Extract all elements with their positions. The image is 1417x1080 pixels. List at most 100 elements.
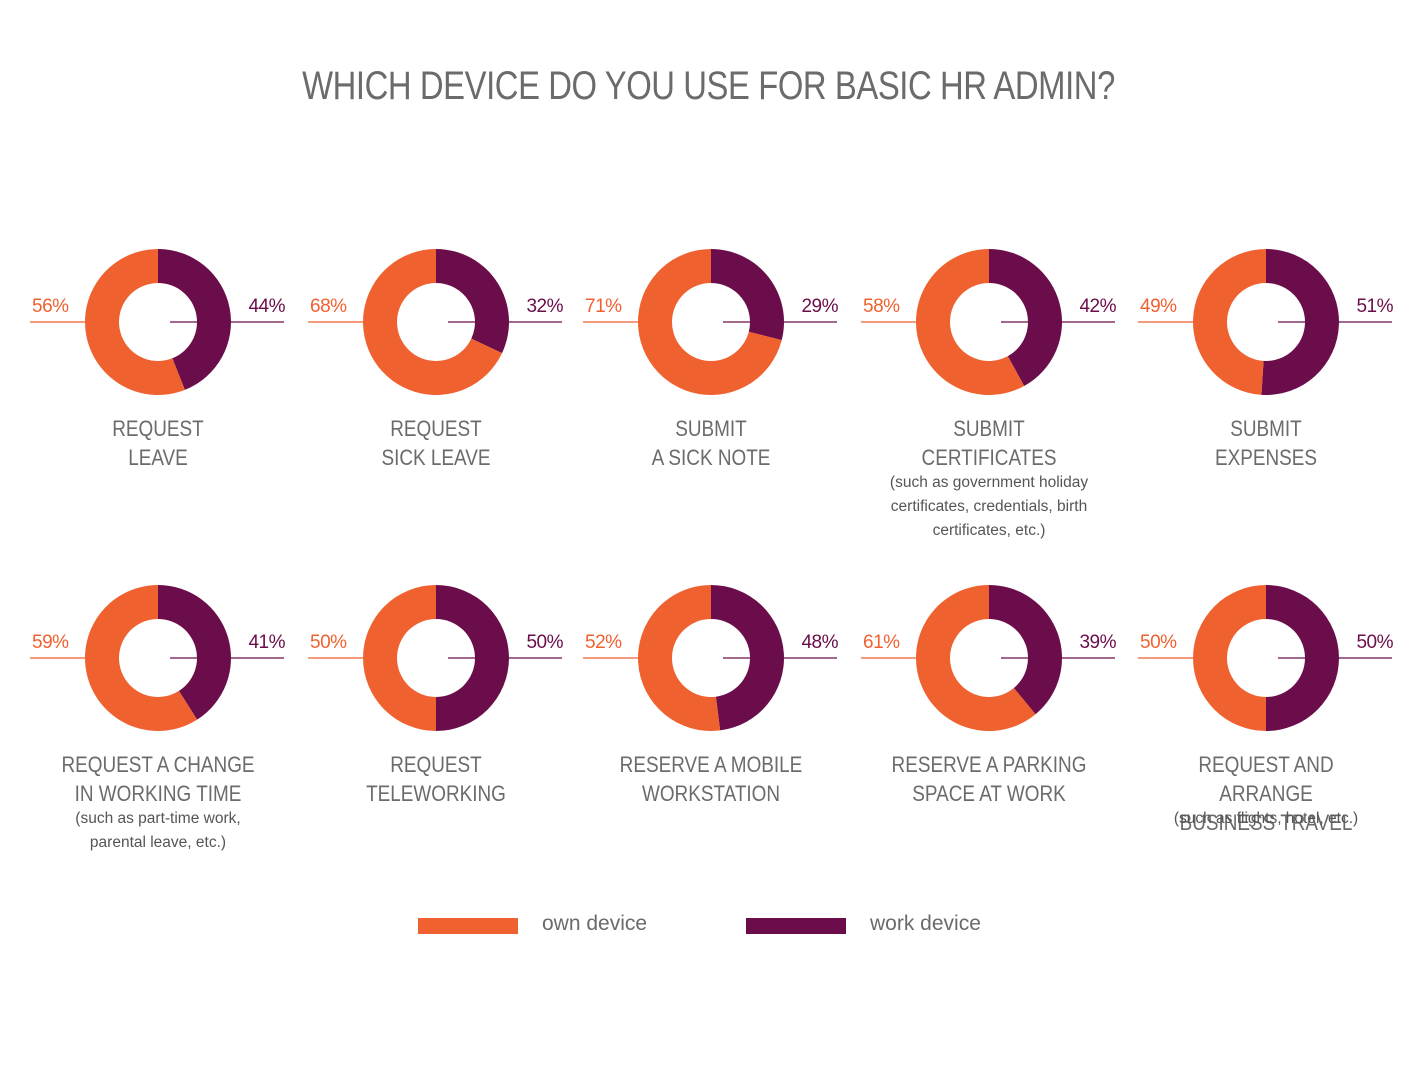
donut-svg xyxy=(308,249,562,395)
legend: own device work device xyxy=(0,912,1417,942)
chart-label-line: SPACE AT WORK xyxy=(912,781,1066,806)
percent-work-device: 50% xyxy=(1356,632,1393,653)
donut-chart-request-leave: 56% 44% REQUEST LEAVE xyxy=(23,242,293,572)
chart-label-line: CERTIFICATES xyxy=(921,445,1057,470)
chart-label-line: REQUEST A CHANGE xyxy=(61,752,255,777)
chart-title: WHICH DEVICE DO YOU USE FOR BASIC HR ADM… xyxy=(302,64,1115,108)
percent-work-device: 51% xyxy=(1356,296,1393,317)
chart-label-line: LEAVE xyxy=(128,445,188,470)
legend-swatch-own-device xyxy=(418,918,518,934)
chart-label-line: REQUEST xyxy=(390,752,482,777)
slice-work-device xyxy=(711,249,784,341)
slice-own-device xyxy=(638,249,782,395)
chart-note-line: (such as part-time work, xyxy=(75,810,241,827)
chart-label: SUBMIT EXPENSES xyxy=(1150,414,1382,472)
chart-label-line: SICK LEAVE xyxy=(381,445,491,470)
donut-svg xyxy=(30,585,284,731)
chart-label-line: SUBMIT xyxy=(1230,416,1302,441)
donut-chart-request-a-change-in-working-time: 59% 41% REQUEST A CHANGE IN WORKING TIME (su… xyxy=(23,578,293,908)
percent-own-device: 68% xyxy=(310,296,347,317)
chart-note-line: parental leave, etc.) xyxy=(89,834,227,851)
chart-note: (such as part-time work, parental leave, … xyxy=(23,807,293,855)
slice-work-device xyxy=(1266,585,1339,731)
chart-label-line: SUBMIT xyxy=(675,416,747,441)
donut-chart-request-teleworking: 50% 50% REQUEST TELEWORKING xyxy=(301,578,571,908)
chart-note-line: (such as flights, hotel, etc.) xyxy=(1173,810,1359,827)
chart-label: REQUEST TELEWORKING xyxy=(320,750,552,808)
percent-work-device: 48% xyxy=(801,632,838,653)
slice-own-device xyxy=(916,249,1025,395)
percent-own-device: 71% xyxy=(585,296,622,317)
slice-own-device xyxy=(363,585,436,731)
chart-note: (such as government holiday certificates,… xyxy=(854,471,1124,543)
percent-own-device: 56% xyxy=(32,296,69,317)
donut-svg xyxy=(308,585,562,731)
percent-work-device: 39% xyxy=(1079,632,1116,653)
percent-work-device: 41% xyxy=(248,632,285,653)
chart-label: SUBMIT CERTIFICATES xyxy=(873,414,1105,472)
percent-work-device: 42% xyxy=(1079,296,1116,317)
donut-svg xyxy=(30,249,284,395)
donut-chart-request-sick-leave: 68% 32% REQUEST SICK LEAVE xyxy=(301,242,571,572)
chart-label-line: REQUEST xyxy=(112,416,204,441)
chart-label: RESERVE A MOBILE WORKSTATION xyxy=(595,750,827,808)
chart-label-line: IN WORKING TIME xyxy=(74,781,242,806)
slice-own-device xyxy=(638,585,721,731)
percent-work-device: 29% xyxy=(801,296,838,317)
chart-label: SUBMIT A SICK NOTE xyxy=(595,414,827,472)
chart-label-line: EXPENSES xyxy=(1214,445,1317,470)
donut-svg xyxy=(583,585,837,731)
slice-work-device xyxy=(989,585,1062,715)
percent-own-device: 52% xyxy=(585,632,622,653)
chart-label: REQUEST A CHANGE IN WORKING TIME xyxy=(42,750,274,808)
donut-chart-submit-a-sick-note: 71% 29% SUBMIT A SICK NOTE xyxy=(576,242,846,572)
chart-note-line: (such as government holiday xyxy=(889,474,1089,491)
percent-own-device: 58% xyxy=(863,296,900,317)
legend-label-own-device: own device xyxy=(542,912,648,935)
percent-work-device: 44% xyxy=(248,296,285,317)
chart-note: (such as flights, hotel, etc.) xyxy=(1131,807,1401,831)
donut-svg xyxy=(861,249,1115,395)
chart-label: REQUEST AND ARRANGE BUSINESS TRAVEL xyxy=(1150,750,1382,837)
chart-label-line: RESERVE A PARKING xyxy=(891,752,1087,777)
donut-chart-reserve-a-parking-space-at-work: 61% 39% RESERVE A PARKING SPACE AT WORK xyxy=(854,578,1124,908)
donut-chart-submit-expenses: 49% 51% SUBMIT EXPENSES xyxy=(1131,242,1401,572)
chart-label: RESERVE A PARKING SPACE AT WORK xyxy=(873,750,1105,808)
chart-label-line: A SICK NOTE xyxy=(651,445,771,470)
donut-svg xyxy=(1138,585,1392,731)
donut-svg xyxy=(583,249,837,395)
slice-work-device xyxy=(158,249,232,390)
chart-label-line: SUBMIT xyxy=(953,416,1025,441)
chart-label-line: BUSINESS TRAVEL xyxy=(1179,810,1353,835)
slice-work-device xyxy=(436,585,509,731)
slice-work-device xyxy=(711,585,784,731)
donut-chart-reserve-a-mobile-workstation: 52% 48% RESERVE A MOBILE WORKSTATION xyxy=(576,578,846,908)
donut-svg xyxy=(861,585,1115,731)
slice-own-device xyxy=(916,585,1036,731)
donut-chart-submit-certificates: 58% 42% SUBMIT CERTIFICATES (such as governm… xyxy=(854,242,1124,572)
percent-own-device: 49% xyxy=(1140,296,1177,317)
percent-own-device: 61% xyxy=(863,632,900,653)
chart-label-line: WORKSTATION xyxy=(641,781,781,806)
slice-work-device xyxy=(989,249,1062,386)
chart-label-line: REQUEST AND ARRANGE xyxy=(1198,752,1334,806)
slice-own-device xyxy=(1193,585,1266,731)
chart-note-line: certificates, credentials, birth xyxy=(890,498,1088,515)
percent-own-device: 59% xyxy=(32,632,69,653)
chart-label-line: REQUEST xyxy=(390,416,482,441)
slice-work-device xyxy=(158,585,231,720)
chart-note-line: certificates, etc.) xyxy=(932,522,1046,539)
percent-work-device: 32% xyxy=(526,296,563,317)
percent-own-device: 50% xyxy=(310,632,347,653)
slice-own-device xyxy=(1193,249,1266,395)
legend-swatch-work-device xyxy=(746,918,846,934)
slice-work-device xyxy=(436,249,509,354)
percent-own-device: 50% xyxy=(1140,632,1177,653)
legend-label-work-device: work device xyxy=(870,912,981,935)
donut-chart-request-and-arrange-business-travel: 50% 50% REQUEST AND ARRANGE BUSINESS TRAVEL… xyxy=(1131,578,1401,908)
donut-svg xyxy=(1138,249,1392,395)
slice-own-device xyxy=(85,249,185,395)
percent-work-device: 50% xyxy=(526,632,563,653)
slice-own-device xyxy=(84,585,198,731)
